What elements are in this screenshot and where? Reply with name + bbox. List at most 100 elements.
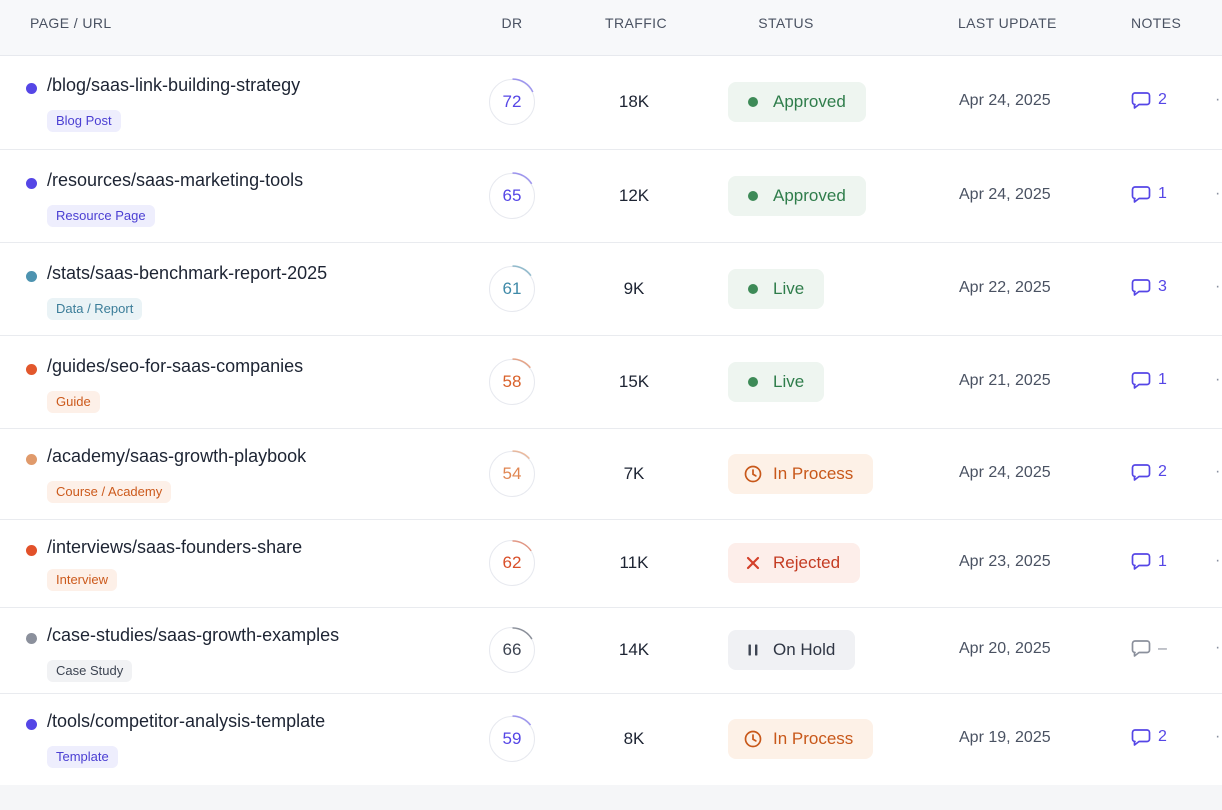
status-label: Approved — [773, 185, 846, 205]
notes-button[interactable]: – — [1131, 639, 1167, 658]
page-type-tag: Case Study — [47, 660, 133, 682]
dr-progress-ring-icon — [488, 358, 536, 405]
dr-value: 54 — [502, 463, 522, 483]
status-badge[interactable]: Approved — [728, 175, 866, 216]
row-more-icon[interactable]: · — [1215, 639, 1221, 656]
comment-icon — [1131, 91, 1151, 109]
last-update-date: Apr 24, 2025 — [959, 91, 1051, 109]
table-row[interactable]: /interviews/saas-founders-share Interview… — [0, 520, 1222, 608]
dr-value: 58 — [502, 371, 522, 391]
category-dot-icon — [26, 364, 37, 375]
table-header: PAGE / URL DR TRAFFIC STATUS LAST UPDATE… — [0, 0, 1222, 56]
domain-rating-badge: 58 — [488, 358, 536, 405]
row-more-icon[interactable]: · — [1215, 277, 1221, 295]
page-url-link[interactable]: /tools/competitor-analysis-template — [47, 711, 326, 731]
table-row[interactable]: /guides/seo-for-saas-companies Guide 58 15K… — [0, 336, 1222, 429]
table-row[interactable]: /resources/saas-marketing-tools Resource … — [0, 150, 1222, 243]
notes-button[interactable]: 2 — [1131, 728, 1167, 747]
page-type-tag: Interview — [47, 569, 118, 591]
page-type-tag: Course / Academy — [47, 481, 172, 503]
dr-progress-ring-icon — [488, 715, 536, 762]
column-header-notes[interactable]: NOTES — [1131, 15, 1182, 31]
page-url-link[interactable]: /interviews/saas-founders-share — [47, 537, 303, 557]
column-header-last-update[interactable]: LAST UPDATE — [958, 15, 1057, 31]
notes-button[interactable]: 1 — [1131, 371, 1167, 390]
status-badge[interactable]: In Process — [728, 453, 874, 494]
page-url-link[interactable]: /stats/saas-benchmark-report-2025 — [47, 263, 328, 283]
dr-progress-ring-icon — [488, 78, 536, 125]
traffic-value: 8K — [623, 728, 645, 748]
notes-count: 2 — [1158, 728, 1167, 745]
row-more-icon[interactable]: · — [1215, 727, 1221, 745]
traffic-value: 12K — [618, 185, 650, 205]
status-badge[interactable]: Approved — [728, 81, 866, 122]
category-dot-icon — [26, 545, 37, 556]
page-url-link[interactable]: /guides/seo-for-saas-companies — [47, 356, 304, 376]
row-more-icon[interactable]: · — [1215, 552, 1221, 569]
page-url-link[interactable]: /case-studies/saas-growth-examples — [47, 625, 340, 645]
row-more-icon[interactable]: · — [1215, 370, 1221, 388]
notes-count: 2 — [1158, 91, 1167, 108]
status-badge[interactable]: Live — [728, 268, 825, 309]
comment-icon — [1131, 728, 1151, 746]
page-url-link[interactable]: /academy/saas-growth-playbook — [47, 446, 307, 466]
column-header-dr[interactable]: DR — [501, 15, 523, 31]
status-label: Live — [773, 371, 805, 391]
notes-button[interactable]: 1 — [1131, 552, 1167, 571]
row-more-icon[interactable]: · — [1215, 184, 1221, 202]
comment-icon — [1131, 553, 1151, 570]
notes-count: 1 — [1158, 371, 1167, 388]
table-row[interactable]: /blog/saas-link-building-strategy Blog Po… — [0, 55, 1222, 150]
notes-button[interactable]: 1 — [1131, 185, 1167, 204]
category-dot-icon — [26, 633, 37, 644]
column-header-status[interactable]: STATUS — [758, 15, 814, 31]
notes-button[interactable]: 3 — [1131, 278, 1167, 297]
table-row[interactable]: /stats/saas-benchmark-report-2025 Data / … — [0, 243, 1222, 336]
notes-button[interactable]: 2 — [1131, 463, 1167, 482]
page-type-tag: Data / Report — [47, 298, 143, 320]
dr-progress-ring-icon — [488, 265, 536, 312]
status-label: In Process — [773, 728, 854, 748]
category-dot-icon — [26, 178, 37, 189]
x-icon — [744, 554, 762, 572]
page-url-link[interactable]: /resources/saas-marketing-tools — [47, 170, 304, 190]
dr-progress-ring-icon — [488, 172, 536, 219]
last-update-date: Apr 24, 2025 — [959, 185, 1051, 203]
column-header-traffic[interactable]: TRAFFIC — [605, 15, 667, 31]
traffic-value: 14K — [618, 640, 650, 659]
table-row[interactable]: /tools/competitor-analysis-template Templ… — [0, 694, 1222, 784]
dr-value: 72 — [502, 91, 522, 111]
status-badge[interactable]: On Hold — [728, 630, 856, 670]
status-label: Approved — [773, 91, 846, 111]
page-type-tag: Resource Page — [47, 205, 155, 227]
row-more-icon[interactable]: · — [1215, 462, 1221, 480]
category-dot-icon — [26, 454, 37, 465]
table-row[interactable]: /case-studies/saas-growth-examples Case S… — [0, 608, 1222, 694]
status-label: On Hold — [773, 640, 836, 659]
page-type-tag: Guide — [47, 391, 100, 413]
dr-value: 62 — [502, 553, 522, 572]
table-row[interactable]: /academy/saas-growth-playbook Course / Ac… — [0, 429, 1222, 520]
live-dot-icon — [744, 373, 762, 391]
row-more-icon[interactable]: · — [1215, 90, 1221, 108]
check-dot-icon — [744, 187, 762, 205]
backlinks-table: PAGE / URL DR TRAFFIC STATUS LAST UPDATE… — [0, 0, 1222, 784]
pause-icon — [744, 641, 762, 659]
clock-icon — [744, 730, 762, 748]
status-badge[interactable]: In Process — [728, 718, 874, 759]
dr-progress-ring-icon — [488, 626, 536, 674]
last-update-date: Apr 20, 2025 — [959, 640, 1051, 657]
page-type-tag: Blog Post — [47, 110, 121, 132]
notes-count: 1 — [1158, 552, 1167, 570]
traffic-value: 9K — [623, 278, 645, 298]
notes-count: – — [1158, 639, 1167, 657]
category-dot-icon — [26, 83, 37, 94]
page-type-tag: Template — [47, 746, 118, 768]
page-url-link[interactable]: /blog/saas-link-building-strategy — [47, 75, 301, 95]
status-badge[interactable]: Live — [728, 361, 825, 402]
comment-icon — [1131, 640, 1151, 657]
status-badge[interactable]: Rejected — [728, 543, 861, 583]
notes-button[interactable]: 2 — [1131, 91, 1167, 110]
column-header-page-url[interactable]: PAGE / URL — [30, 15, 112, 31]
comment-icon — [1131, 463, 1151, 481]
